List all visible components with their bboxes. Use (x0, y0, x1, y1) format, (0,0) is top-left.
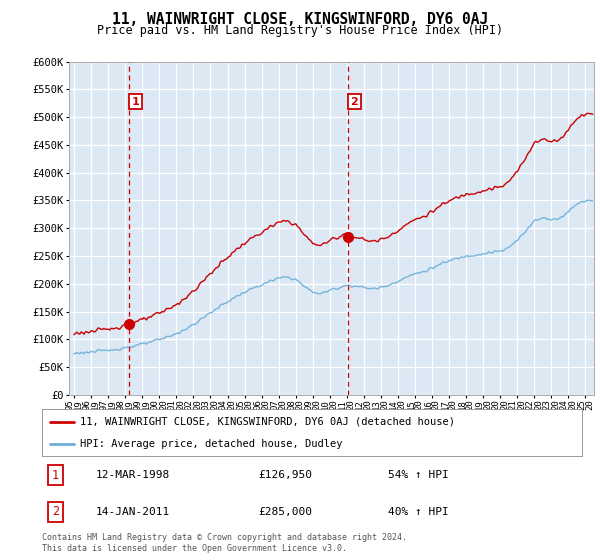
Text: Price paid vs. HM Land Registry's House Price Index (HPI): Price paid vs. HM Land Registry's House … (97, 24, 503, 37)
Text: 2: 2 (52, 505, 59, 518)
Text: 14-JAN-2011: 14-JAN-2011 (96, 507, 170, 517)
Text: £285,000: £285,000 (258, 507, 312, 517)
Text: £126,950: £126,950 (258, 470, 312, 480)
Text: 54% ↑ HPI: 54% ↑ HPI (388, 470, 448, 480)
Text: 1: 1 (132, 96, 140, 106)
Text: Contains HM Land Registry data © Crown copyright and database right 2024.
This d: Contains HM Land Registry data © Crown c… (42, 533, 407, 553)
Text: 1: 1 (52, 469, 59, 482)
Text: 11, WAINWRIGHT CLOSE, KINGSWINFORD, DY6 0AJ (detached house): 11, WAINWRIGHT CLOSE, KINGSWINFORD, DY6 … (80, 417, 455, 427)
Text: 2: 2 (350, 96, 358, 106)
Text: 40% ↑ HPI: 40% ↑ HPI (388, 507, 448, 517)
Text: HPI: Average price, detached house, Dudley: HPI: Average price, detached house, Dudl… (80, 438, 342, 449)
Text: 12-MAR-1998: 12-MAR-1998 (96, 470, 170, 480)
Text: 11, WAINWRIGHT CLOSE, KINGSWINFORD, DY6 0AJ: 11, WAINWRIGHT CLOSE, KINGSWINFORD, DY6 … (112, 12, 488, 27)
